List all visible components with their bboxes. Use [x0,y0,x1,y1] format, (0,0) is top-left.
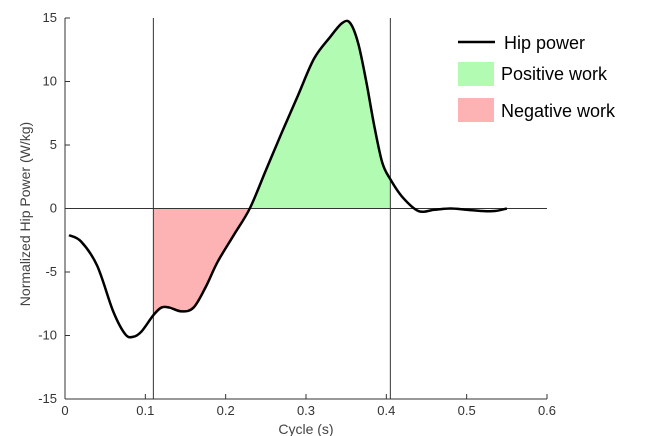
y-tick-label: -10 [38,328,57,343]
y-tick-label: 15 [43,10,57,25]
x-tick-label: 0.2 [217,403,235,418]
x-axis-ticks: 0 0.1 0.2 0.3 0.4 0.5 0.6 [61,394,556,418]
x-tick-label: 0 [61,403,68,418]
y-tick-label: 5 [50,137,57,152]
legend: Hip power Positive work Negative work [458,33,616,122]
legend-swatch-negative-work [458,98,494,122]
x-axis-title: Cycle (s) [278,421,333,436]
y-tick-label: 0 [50,201,57,216]
region-positive-work [249,23,391,209]
region-negative-work [153,208,250,316]
work-regions [153,23,391,316]
y-axis-title: Normalized Hip Power (W/kg) [17,122,33,306]
y-tick-label: -5 [45,264,57,279]
y-tick-label: -15 [38,391,57,406]
x-tick-label: 0.5 [458,403,476,418]
y-tick-label: 10 [43,74,57,89]
legend-label-negative-work: Negative work [501,101,616,121]
series-line-hip-power [68,19,508,339]
legend-swatch-positive-work [458,62,494,86]
legend-label-hip-power: Hip power [504,33,585,53]
x-tick-label: 0.1 [136,403,154,418]
x-tick-label: 0.4 [377,403,395,418]
legend-label-positive-work: Positive work [501,64,608,84]
event-lines [152,18,391,399]
x-tick-label: 0.6 [538,403,556,418]
x-tick-label: 0.3 [297,403,315,418]
y-axis-ticks: -15 -10 -5 0 5 10 15 [38,10,70,406]
